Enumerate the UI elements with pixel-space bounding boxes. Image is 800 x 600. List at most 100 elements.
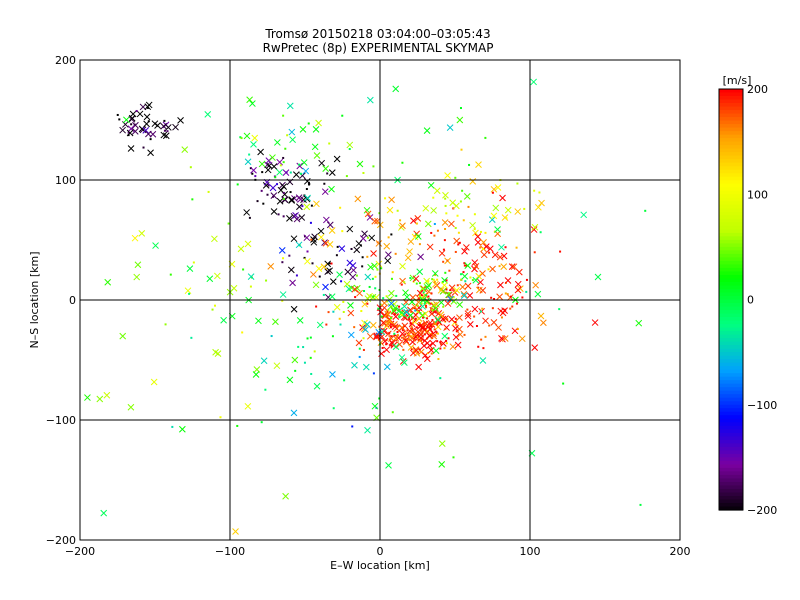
cross-marker — [299, 126, 307, 133]
cross-marker — [387, 335, 395, 342]
cross-marker — [328, 227, 336, 234]
cross-marker — [273, 139, 281, 146]
data-point — [152, 242, 159, 249]
dot-marker — [402, 348, 405, 351]
data-point — [423, 355, 431, 363]
dot-marker — [189, 166, 192, 169]
cross-marker — [416, 289, 424, 297]
data-point — [366, 255, 369, 258]
dot-marker — [326, 172, 329, 175]
data-point — [326, 172, 329, 175]
dot-marker — [473, 213, 476, 216]
dot-marker — [390, 277, 393, 280]
data-point — [279, 291, 287, 298]
dot-marker — [284, 147, 287, 150]
colorbar-segment — [719, 229, 743, 234]
data-point — [432, 196, 435, 199]
data-point — [213, 272, 221, 280]
dot-marker — [393, 332, 396, 335]
data-point — [414, 233, 422, 240]
data-point — [162, 132, 170, 140]
cross-marker — [402, 289, 409, 297]
cross-marker — [479, 357, 487, 364]
dot-marker — [264, 388, 267, 391]
cross-marker — [384, 310, 392, 318]
dot-marker — [424, 304, 427, 307]
dot-marker — [430, 352, 433, 355]
data-point — [204, 111, 212, 118]
dot-marker — [367, 236, 370, 239]
dot-marker — [378, 397, 381, 400]
colorbar-segment — [719, 495, 743, 501]
cross-marker — [356, 160, 364, 168]
cross-marker — [417, 253, 424, 261]
dot-marker — [504, 292, 507, 295]
cross-marker — [399, 222, 406, 230]
cross-marker — [466, 292, 474, 299]
data-point — [309, 356, 312, 359]
data-point — [282, 114, 285, 117]
data-point — [422, 316, 425, 319]
cross-marker — [415, 363, 422, 371]
dot-marker — [331, 335, 334, 338]
data-point — [591, 319, 599, 326]
data-point — [521, 296, 524, 299]
data-point — [318, 275, 321, 278]
dot-marker — [431, 278, 434, 281]
cross-marker — [387, 300, 395, 307]
cross-marker — [290, 409, 298, 417]
dot-marker — [473, 315, 476, 318]
dot-marker — [146, 106, 149, 109]
data-point — [430, 309, 433, 312]
cross-marker — [302, 167, 310, 175]
dot-marker — [395, 294, 398, 297]
data-point — [452, 333, 460, 341]
dot-marker — [436, 322, 439, 325]
data-point — [356, 289, 363, 297]
dot-marker — [227, 222, 230, 225]
data-point — [418, 243, 421, 246]
data-point — [403, 308, 410, 316]
data-point — [371, 262, 378, 270]
data-point — [396, 330, 399, 333]
cross-marker — [145, 130, 152, 138]
cross-marker — [296, 203, 303, 211]
dot-marker — [461, 189, 464, 192]
data-point — [416, 289, 424, 297]
data-point — [322, 239, 330, 247]
data-point — [219, 416, 222, 419]
data-point — [362, 348, 365, 351]
data-point — [433, 328, 436, 331]
data-point — [339, 206, 342, 209]
cross-marker — [84, 394, 91, 401]
dot-marker — [446, 318, 449, 321]
cross-marker — [447, 295, 454, 303]
cross-marker — [326, 267, 334, 275]
data-point — [399, 262, 406, 270]
data-point — [481, 307, 484, 310]
x-tick-label: −200 — [65, 545, 95, 558]
cross-marker — [479, 270, 486, 277]
cross-marker — [444, 300, 452, 307]
cross-marker — [328, 169, 336, 176]
cross-marker — [354, 195, 362, 203]
data-point — [138, 230, 146, 237]
cross-marker — [449, 199, 457, 207]
data-point — [439, 377, 442, 380]
data-point — [380, 267, 383, 270]
data-point — [404, 333, 407, 336]
data-point — [366, 302, 369, 305]
data-point — [415, 326, 418, 329]
cross-marker — [366, 332, 374, 340]
data-point — [279, 164, 282, 167]
data-point — [282, 215, 285, 218]
colorbar-segment — [719, 148, 743, 153]
dot-marker — [309, 356, 312, 359]
data-point — [328, 293, 336, 300]
data-point — [296, 317, 304, 324]
cross-marker — [282, 492, 289, 500]
data-point — [497, 307, 505, 315]
data-point — [381, 346, 384, 349]
data-point — [473, 228, 476, 231]
cross-marker — [385, 462, 392, 469]
